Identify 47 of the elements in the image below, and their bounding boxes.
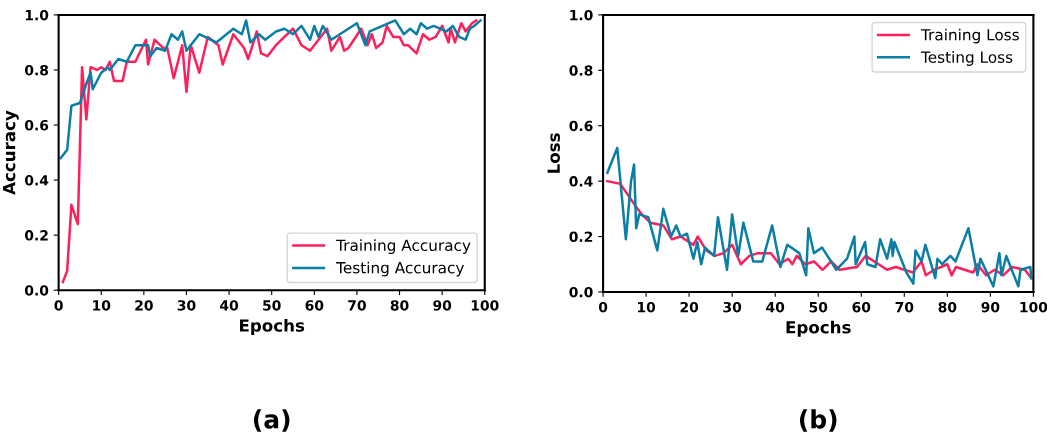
y-tick-label: 0.2	[569, 231, 593, 243]
x-tick-label: 40	[766, 301, 785, 313]
y-tick-label: 0.4	[24, 175, 49, 186]
y-axis-title: Accuracy	[3, 110, 19, 195]
x-tick-label: 70	[895, 301, 914, 313]
x-tick-label: 30	[177, 300, 196, 311]
x-tick-label: 60	[852, 301, 871, 313]
x-tick-label: 30	[723, 301, 742, 313]
y-tick-label: 0.8	[569, 65, 593, 76]
y-tick-label: 1.0	[25, 9, 49, 21]
line-series	[61, 19, 478, 284]
x-tick-label: 0	[598, 301, 608, 313]
y-tick-label: 0.6	[569, 120, 593, 132]
x-axis-title: Epochs	[240, 318, 305, 336]
x-tick-label: 100	[471, 300, 499, 311]
x-tick-label: 20	[135, 300, 153, 311]
x-tick-label: 90	[981, 301, 1000, 313]
y-tick-label: 1.0	[570, 9, 593, 21]
x-tick-label: 10	[638, 301, 656, 313]
x-tick-label: 50	[809, 301, 828, 313]
x-tick-label: 90	[433, 300, 452, 311]
x-tick-label: 10	[93, 300, 111, 311]
y-tick-label: 0.8	[24, 64, 49, 76]
x-axis-title: Epochs	[786, 320, 851, 337]
y-tick-label: 0.4	[569, 176, 593, 187]
x-tick-label: 80	[390, 300, 409, 311]
y-tick-label: 0.2	[24, 230, 48, 241]
y-tick-label: 0.0	[24, 285, 49, 296]
text: (b)	[800, 409, 837, 432]
x-tick-label: 40	[220, 300, 239, 311]
y-tick-label: 0.6	[24, 120, 49, 131]
legend-label: Testing Loss	[920, 51, 1013, 66]
legend-label: Testing Accuracy	[336, 261, 464, 277]
y-tick-label: 0.0	[569, 286, 593, 298]
line-series	[59, 19, 482, 160]
text: (a)	[253, 409, 290, 432]
legend-label: Training Loss	[920, 28, 1019, 44]
x-tick-label: 80	[938, 301, 957, 313]
line-series	[606, 146, 1033, 288]
x-tick-label: 0	[54, 300, 63, 311]
y-axis-title: Loss	[547, 133, 560, 173]
x-tick-label: 70	[348, 300, 366, 311]
x-tick-label: 100	[1020, 301, 1047, 313]
x-tick-label: 20	[680, 301, 699, 313]
x-tick-label: 60	[305, 300, 324, 311]
x-tick-label: 50	[263, 300, 281, 311]
legend-label: Training Accuracy	[336, 239, 471, 254]
